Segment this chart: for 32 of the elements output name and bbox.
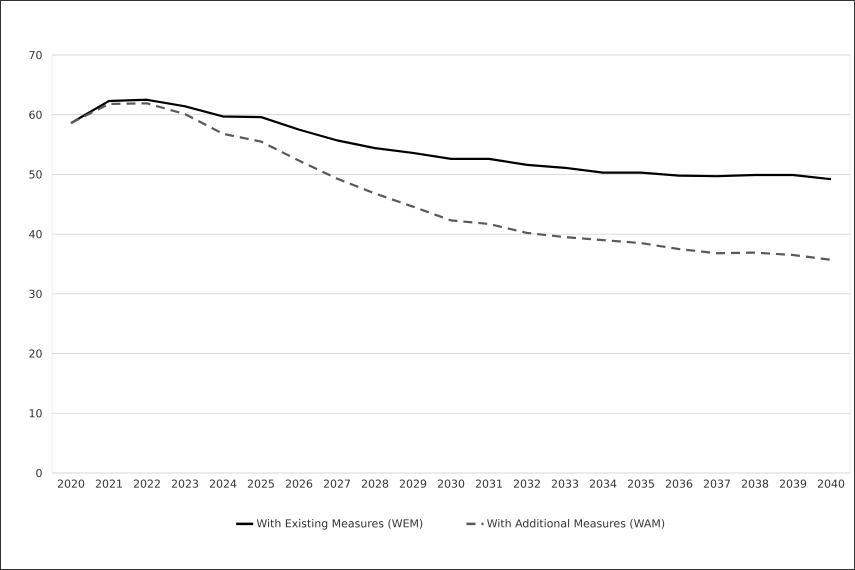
x-tick-label: 2033 [552,480,578,488]
x-tick-label: 2030 [438,480,464,488]
x-tick-label: 2028 [362,480,388,488]
y-tick-label: 10 [30,409,42,418]
x-tick-label: 2039 [780,480,806,488]
y-tick-label: 0 [36,468,42,478]
x-tick-label: 2023 [172,480,198,488]
x-tick-label: 2031 [476,480,502,488]
y-tick-label: 30 [29,290,42,298]
y-tick-label: 50 [29,170,42,179]
x-tick-label: 2036 [666,480,692,488]
x-tick-label: 2027 [324,480,350,488]
y-tick-label: 40 [29,230,42,238]
x-tick-label: 2037 [704,480,730,488]
x-tick-label: 2035 [628,480,654,488]
x-tick-label: 2024 [210,480,236,488]
x-tick-label: 2026 [286,480,312,488]
legend-label: With Existing Measures (WEM) [256,518,422,530]
legend-label: With Additional Measures (WAM) [487,518,664,529]
line-series [70,102,832,261]
x-tick-label: 2022 [134,480,160,488]
x-tick-label: 2029 [400,480,426,488]
x-tick-label: 2034 [590,480,616,488]
x-tick-label: 2021 [96,480,122,488]
x-tick-label: 2025 [248,480,274,488]
y-tick-label: 70 [29,50,42,60]
y-tick-label: 20 [29,349,42,358]
x-tick-label: 2032 [514,480,540,488]
x-tick-label: 2020 [58,480,84,488]
x-tick-label: 2040 [818,480,844,488]
y-tick-label: 60 [29,110,42,119]
x-tick-label: 2038 [742,480,768,488]
